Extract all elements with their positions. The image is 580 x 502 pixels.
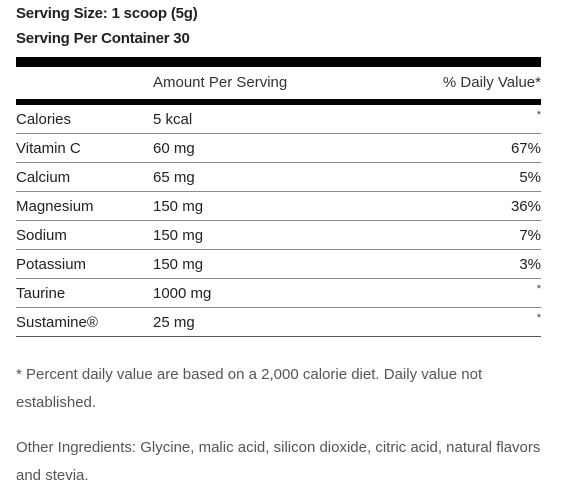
- daily-value: 36%: [510, 198, 541, 215]
- table-row: Magnesium 150 mg 36%: [16, 192, 541, 221]
- table-row: Calcium 65 mg 5%: [16, 163, 541, 192]
- table-row: Vitamin C 60 mg 67%: [16, 134, 541, 163]
- serving-size: Serving Size: 1 scoop (5g): [16, 5, 198, 22]
- nutrient-amount: 150 mg: [153, 256, 204, 273]
- daily-value: *: [536, 312, 541, 324]
- nutrient-amount: 1000 mg: [153, 285, 212, 302]
- servings-per-container: Serving Per Container 30: [16, 30, 190, 47]
- table-header: Amount Per Serving % Daily Value*: [16, 67, 541, 99]
- nutrient-name: Sustamine®: [16, 314, 98, 331]
- nutrient-name: Calcium: [16, 169, 71, 186]
- nutrient-name: Vitamin C: [16, 140, 81, 157]
- nutrient-amount: 150 mg: [153, 198, 204, 215]
- top-divider-bar: [16, 57, 541, 67]
- nutrient-amount: 5 kcal: [153, 111, 193, 128]
- daily-value: *: [536, 283, 541, 295]
- nutrient-name: Magnesium: [16, 198, 94, 215]
- header-divider-bar: [16, 99, 541, 105]
- nutrient-amount: 150 mg: [153, 227, 204, 244]
- daily-value-footnote: * Percent daily value are based on a 2,0…: [16, 366, 483, 411]
- nutrient-amount: 65 mg: [153, 169, 195, 186]
- nutrient-amount: 60 mg: [153, 140, 195, 157]
- daily-value: 67%: [510, 140, 541, 157]
- amount-per-serving-header: Amount Per Serving: [153, 74, 288, 91]
- table-row: Calories 5 kcal *: [16, 105, 541, 134]
- nutrient-name: Calories: [16, 111, 72, 128]
- table-row: Taurine 1000 mg *: [16, 279, 541, 308]
- daily-value: *: [536, 109, 541, 121]
- nutrient-amount: 25 mg: [153, 314, 195, 331]
- supplement-facts-table: Serving Size: 1 scoop (5g) Serving Per C…: [16, 0, 541, 337]
- other-ingredients: Other Ingredients: Glycine, malic acid, …: [16, 439, 541, 484]
- nutrient-name: Potassium: [16, 256, 87, 273]
- daily-value: 3%: [519, 256, 541, 273]
- table-row: Potassium 150 mg 3%: [16, 250, 541, 279]
- daily-value: 7%: [519, 227, 541, 244]
- daily-value: 5%: [519, 169, 541, 186]
- nutrient-name: Taurine: [16, 285, 66, 302]
- table-row: Sustamine® 25 mg *: [16, 308, 541, 337]
- table-row: Sodium 150 mg 7%: [16, 221, 541, 250]
- daily-value-header: % Daily Value*: [442, 74, 541, 91]
- nutrient-name: Sodium: [16, 227, 67, 244]
